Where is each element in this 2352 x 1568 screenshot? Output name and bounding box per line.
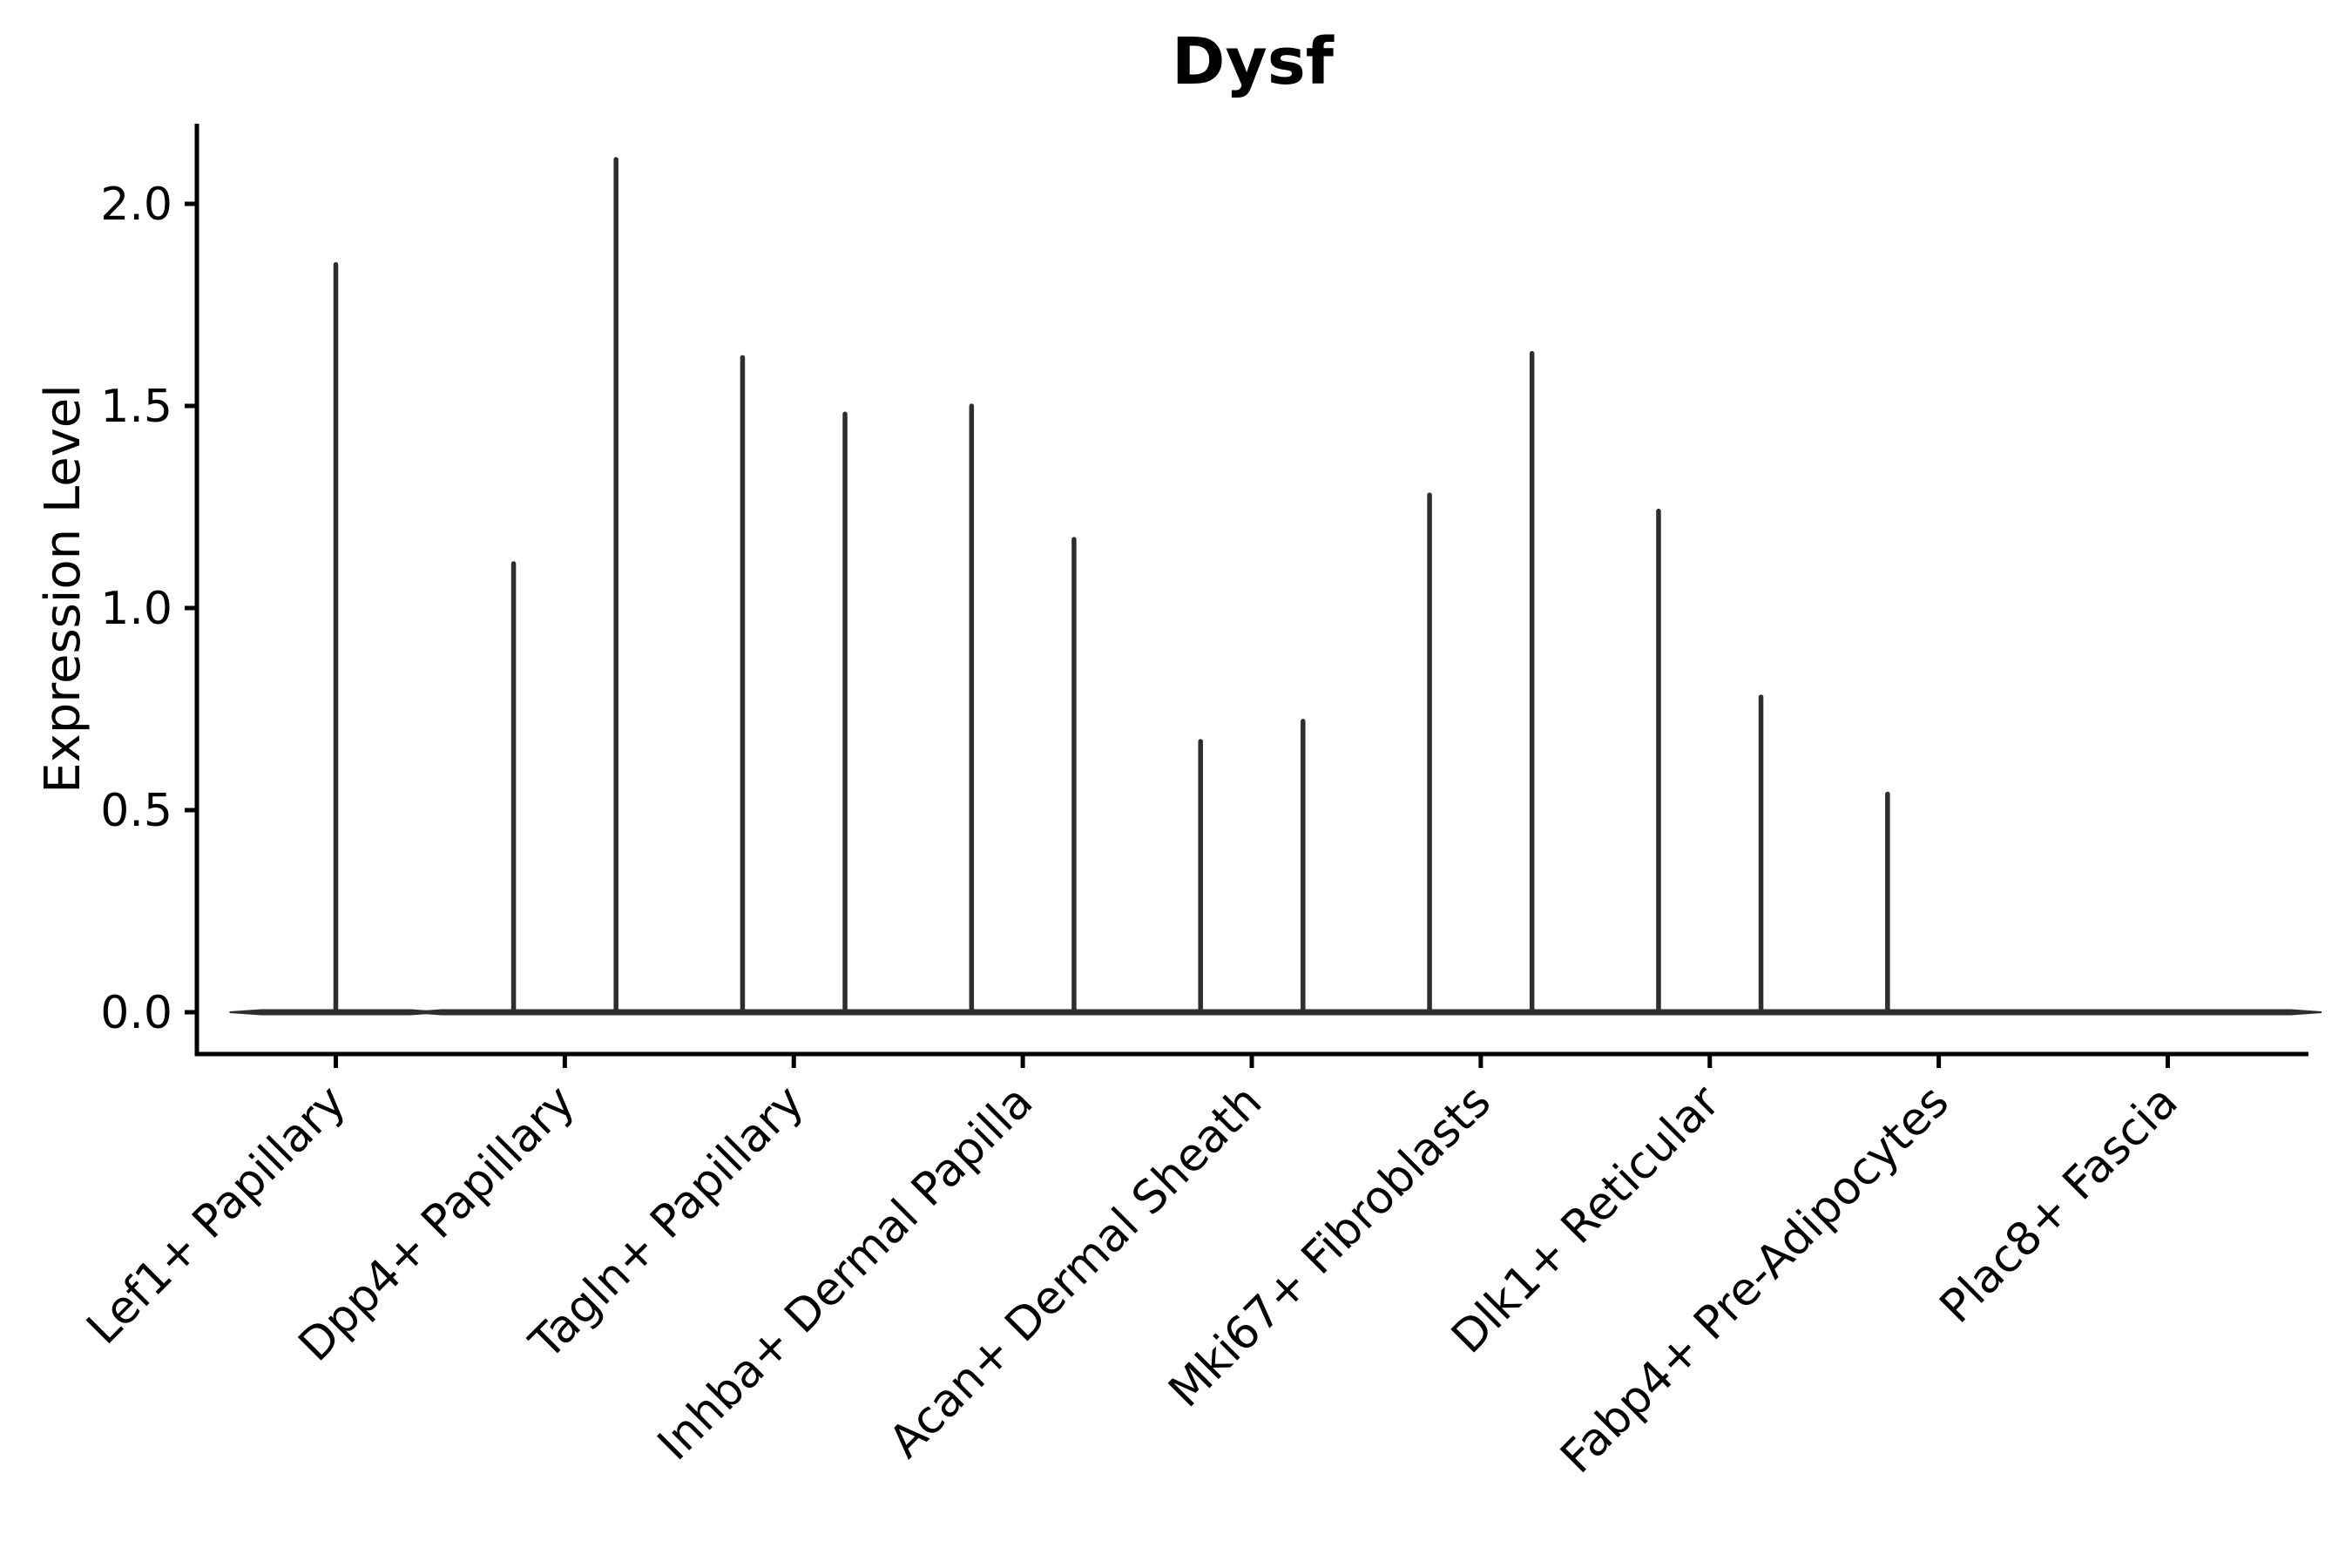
x-tick-label: Inhba+ Dermal Papilla <box>648 1076 1043 1470</box>
x-tick-label: Fabp4+ Pre-Adipocytes <box>1551 1076 1959 1484</box>
x-tick-label: Plac8+ Fascia <box>1930 1076 2188 1334</box>
violin-base <box>2116 1009 2322 1016</box>
chart-title: Dysf <box>1172 24 1334 99</box>
y-tick-label: 2.0 <box>100 179 172 231</box>
y-tick-label: 0.5 <box>100 785 172 837</box>
y-tick-label: 1.0 <box>100 583 172 635</box>
x-tick-label: Acan+ Dermal Sheath <box>880 1076 1273 1469</box>
axis-spines <box>194 124 2308 1057</box>
y-tick-label: 0.0 <box>100 987 172 1039</box>
y-tick-label: 1.5 <box>100 381 172 433</box>
